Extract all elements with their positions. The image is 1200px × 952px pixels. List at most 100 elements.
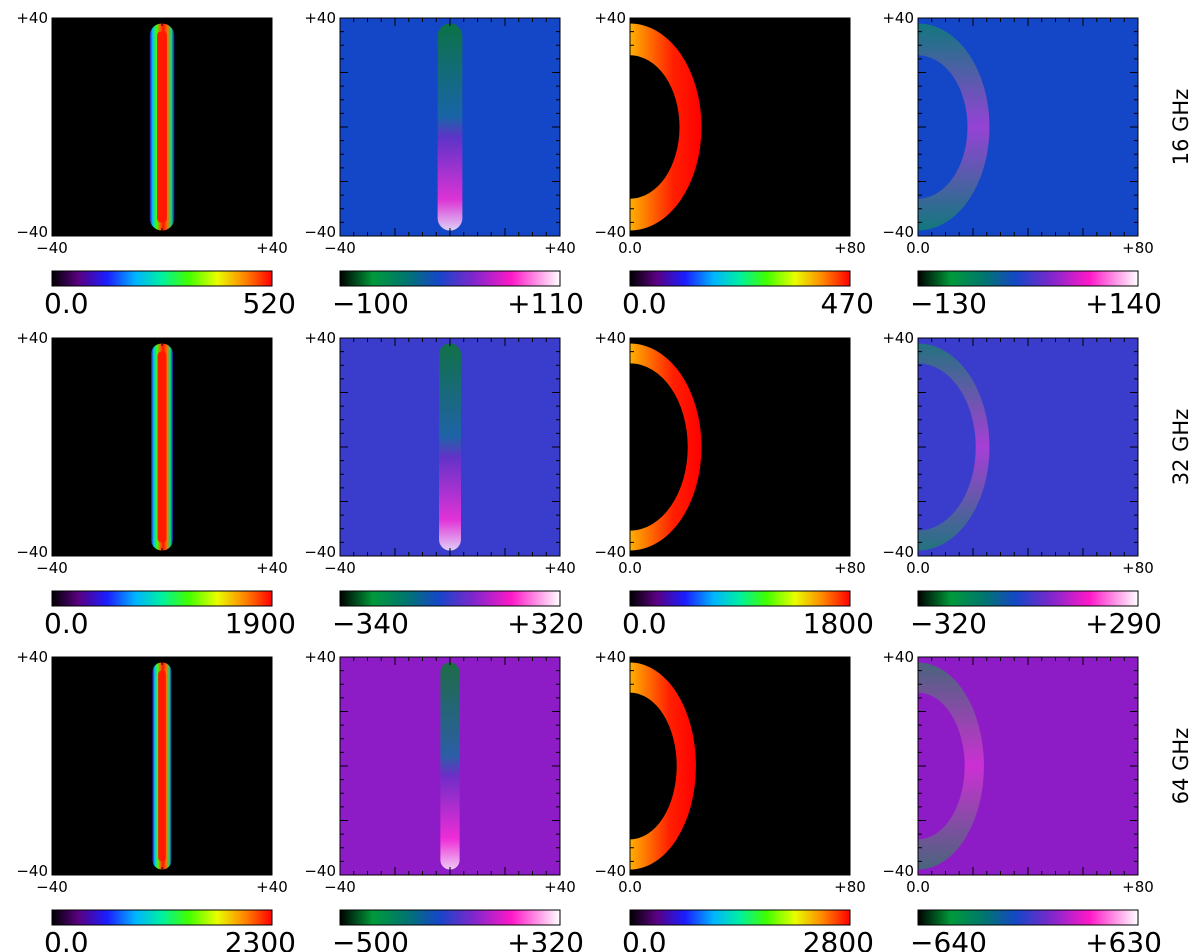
heatmap-panel: +40 −400.0 +80 −130 +140 xyxy=(882,9,1162,320)
heatmap-panel: +40 −400.0 +80 −320 +290 xyxy=(882,329,1162,640)
colorbar-max-label: 470 xyxy=(821,287,874,320)
colorbar xyxy=(629,590,851,607)
emission-rod xyxy=(440,662,460,870)
heatmap-panel: +40 −40−40 +40 −340 +320 xyxy=(304,329,584,640)
y-tick-label: −40 xyxy=(882,223,914,241)
heatmap-panel: +40−400.0 +800.0 2800 xyxy=(594,648,874,952)
colorbar-min-label: −640 xyxy=(910,926,987,952)
x-tick-label: 0.0 xyxy=(906,559,930,577)
emission-ring xyxy=(918,662,984,870)
colorbar-min-label: 0.0 xyxy=(622,607,667,640)
heatmap-panel: +40 −400.0 +80 −640 +630 xyxy=(882,648,1162,952)
y-tick-label: +40 xyxy=(594,648,626,666)
x-tick-label: −40 xyxy=(324,878,356,896)
y-tick-label: +40 xyxy=(16,329,48,347)
y-tick-label: −40 xyxy=(882,543,914,561)
frequency-row: +40−40−40 +400.0 1900+40−40−40 +40−340 +320+… xyxy=(16,329,1193,640)
y-tick-label: +40 xyxy=(304,9,336,27)
heatmap-panel: +40 −40−40 +40 −500 +320 xyxy=(304,648,584,952)
colorbar-max-label: 1900 xyxy=(225,607,296,640)
colorbar-min-label: 0.0 xyxy=(622,287,667,320)
row-frequency-label: 16 GHz xyxy=(1169,89,1193,165)
y-tick-label: +40 xyxy=(304,329,336,347)
colorbar-max-label: +290 xyxy=(1085,607,1162,640)
x-tick-label: +40 xyxy=(256,559,288,577)
frequency-row: +40−40−40 +400.0 2300+40−40−40 +40−500 +320+… xyxy=(16,648,1193,952)
colorbar-max-label: +140 xyxy=(1085,287,1162,320)
colorbar-max-label: 520 xyxy=(243,287,296,320)
y-tick-label: −40 xyxy=(304,223,336,241)
row-frequency-label: 64 GHz xyxy=(1169,728,1193,804)
y-tick-label: +40 xyxy=(594,329,626,347)
heatmap-panel: +40−400.0 +800.0 470 xyxy=(594,9,874,320)
frequency-row: +40−40−40 +400.0 520+40−40−40 +40−100 +110+4… xyxy=(16,9,1193,320)
x-tick-label: −40 xyxy=(36,239,68,257)
row-frequency-label: 32 GHz xyxy=(1169,409,1193,485)
colorbar-min-label: −320 xyxy=(910,607,987,640)
y-tick-label: +40 xyxy=(882,9,914,27)
colorbar xyxy=(51,909,273,926)
x-tick-label: +40 xyxy=(544,878,576,896)
colorbar xyxy=(339,909,561,926)
emission-rod xyxy=(439,343,461,551)
y-tick-label: −40 xyxy=(594,862,626,880)
colorbar-max-label: 2300 xyxy=(225,926,296,952)
emission-core xyxy=(157,351,167,543)
y-tick-label: −40 xyxy=(304,543,336,561)
y-tick-label: −40 xyxy=(16,862,48,880)
y-tick-label: −40 xyxy=(16,223,48,241)
x-tick-label: +80 xyxy=(1122,559,1154,577)
x-tick-label: +40 xyxy=(256,239,288,257)
y-tick-label: +40 xyxy=(16,648,48,666)
colorbar xyxy=(51,270,273,287)
x-tick-label: −40 xyxy=(324,239,356,257)
y-tick-label: +40 xyxy=(882,648,914,666)
colorbar-max-label: 2800 xyxy=(803,926,874,952)
x-tick-label: +80 xyxy=(1122,878,1154,896)
y-tick-label: +40 xyxy=(882,329,914,347)
x-tick-label: +40 xyxy=(544,239,576,257)
colorbar xyxy=(917,270,1139,287)
colorbar xyxy=(339,590,561,607)
emission-ring xyxy=(630,23,702,231)
colorbar-min-label: −500 xyxy=(332,926,409,952)
x-tick-label: 0.0 xyxy=(618,878,642,896)
heatmap-panel: +40 −40−40 +40 0.0 2300 xyxy=(16,648,296,952)
y-tick-label: +40 xyxy=(304,648,336,666)
heatmap-panel: +40 −40−40 +40 −100 +110 xyxy=(304,9,584,320)
x-tick-label: +40 xyxy=(256,878,288,896)
x-tick-label: 0.0 xyxy=(906,239,930,257)
colorbar-min-label: −100 xyxy=(332,287,409,320)
colorbar-min-label: 0.0 xyxy=(44,287,89,320)
colorbar xyxy=(629,270,851,287)
emission-ring xyxy=(918,343,990,551)
colorbar-min-label: −130 xyxy=(910,287,987,320)
colorbar-max-label: +320 xyxy=(507,926,584,952)
colorbar xyxy=(51,590,273,607)
x-tick-label: +40 xyxy=(544,559,576,577)
y-tick-label: −40 xyxy=(16,543,48,561)
x-tick-label: −40 xyxy=(36,878,68,896)
x-tick-label: −40 xyxy=(36,559,68,577)
emission-core xyxy=(157,31,167,223)
y-tick-label: −40 xyxy=(304,862,336,880)
y-tick-label: +40 xyxy=(16,9,48,27)
colorbar-max-label: +320 xyxy=(507,607,584,640)
colorbar xyxy=(917,909,1139,926)
y-tick-label: −40 xyxy=(882,862,914,880)
heatmap-panel: +40 −40−40 +40 0.0 520 xyxy=(16,9,296,320)
emission-rod xyxy=(437,23,463,231)
y-tick-label: +40 xyxy=(594,9,626,27)
x-tick-label: +80 xyxy=(834,878,866,896)
colorbar-min-label: 0.0 xyxy=(44,607,89,640)
x-tick-label: 0.0 xyxy=(618,239,642,257)
x-tick-label: 0.0 xyxy=(906,878,930,896)
heatmap-panel: +40 −40−40 +40 0.0 1900 xyxy=(16,329,296,640)
heatmap-panel: +40−400.0 +800.0 1800 xyxy=(594,329,874,640)
colorbar-min-label: 0.0 xyxy=(44,926,89,952)
y-tick-label: −40 xyxy=(594,543,626,561)
colorbar-max-label: +630 xyxy=(1085,926,1162,952)
emission-ring xyxy=(918,23,990,231)
x-tick-label: 0.0 xyxy=(618,559,642,577)
